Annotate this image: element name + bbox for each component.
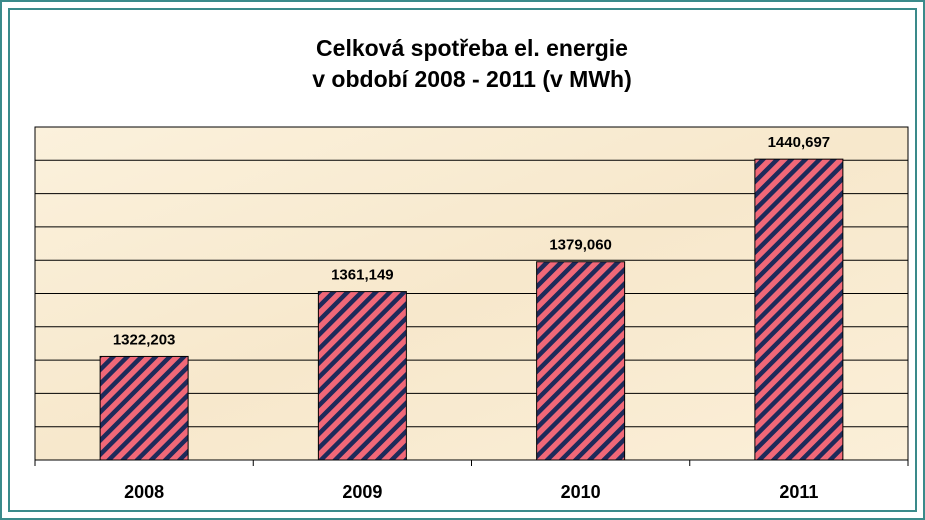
- value-label: 1361,149: [331, 267, 394, 284]
- x-tick-label: 2008: [124, 482, 164, 502]
- x-tick-label: 2009: [342, 482, 382, 502]
- chart-title: Celková spotřeba el. energie: [316, 35, 628, 61]
- value-label: 1440,697: [768, 134, 831, 151]
- bar: [317, 291, 407, 461]
- bar: [536, 261, 626, 461]
- chart-title: v období 2008 - 2011 (v MWh): [312, 66, 632, 92]
- bar: [754, 158, 844, 461]
- value-label: 1322,203: [113, 331, 176, 348]
- x-tick-label: 2011: [779, 482, 818, 502]
- inner-frame: [8, 8, 917, 512]
- bar: [99, 355, 189, 461]
- x-tick-label: 2010: [561, 482, 601, 502]
- value-label: 1379,060: [549, 237, 612, 254]
